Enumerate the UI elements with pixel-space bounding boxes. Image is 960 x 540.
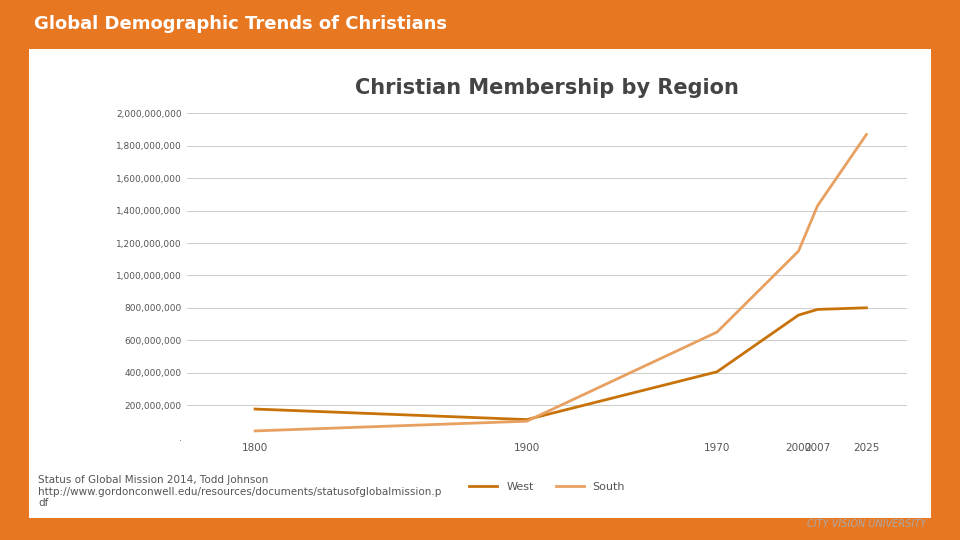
West	[521, 416, 533, 423]
South	[711, 329, 723, 335]
Line: South: South	[255, 134, 867, 431]
West	[812, 306, 824, 313]
West	[711, 368, 723, 375]
West	[250, 406, 261, 413]
Text: Status of Global Mission 2014, Todd Johnson
http://www.gordonconwell.edu/resourc: Status of Global Mission 2014, Todd John…	[38, 475, 442, 508]
South	[812, 202, 824, 209]
West	[861, 305, 873, 311]
South	[793, 248, 804, 254]
Text: Global Demographic Trends of Christians: Global Demographic Trends of Christians	[34, 15, 446, 33]
South	[250, 428, 261, 434]
Line: West: West	[255, 308, 867, 420]
Legend: West, South: West, South	[465, 478, 630, 497]
South	[861, 131, 873, 138]
South	[521, 418, 533, 424]
West	[793, 312, 804, 318]
Text: CITY VISION UNIVERSITY: CITY VISION UNIVERSITY	[807, 519, 926, 529]
Title: Christian Membership by Region: Christian Membership by Region	[355, 78, 739, 98]
